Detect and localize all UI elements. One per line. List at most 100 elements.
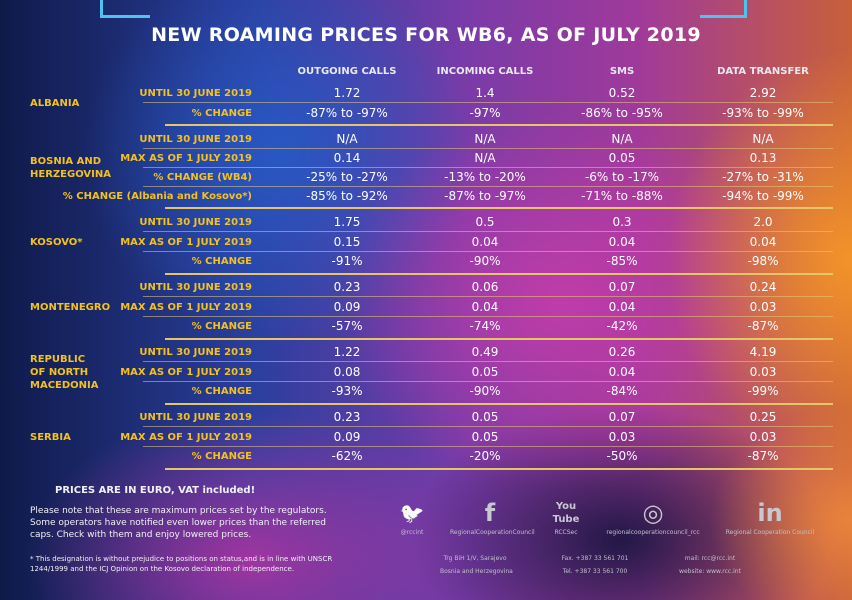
cell-value: -87% [747,449,779,463]
row-divider [143,167,833,168]
row-label: UNTIL 30 JUNE 2019 [139,412,252,423]
column-header: SMS [609,66,635,77]
country-name: MONTENEGRO [30,301,111,313]
mail-link[interactable]: mail: rcc@rcc.int [684,555,736,562]
cell-value: 0.3 [612,215,632,229]
cell-value: 0.23 [333,280,361,294]
table-row: UNTIL 30 JUNE 2019 0.23 0.06 0.07 0.24 [0,278,852,297]
country-name: BOSNIA AND HERZEGOVINA [30,156,111,180]
instagram-icon: ◎ [642,499,664,527]
social-label: RegionalCooperationCouncil [450,529,535,536]
phone-info: Fax. +387 33 561 701 Tel. +387 33 561 700 [560,552,630,578]
group-divider [165,402,833,405]
row-divider [143,445,833,447]
cell-value: 0.24 [749,280,777,294]
cell-value: 0.03 [749,364,777,379]
cell-value: -91% [331,254,363,268]
row-divider [143,361,833,362]
fax: Fax. +387 33 561 701 [561,555,629,562]
row-label: MAX AS OF 1 JULY 2019 [120,236,252,248]
cell-value: 0.04 [608,299,636,314]
cell-value: -87% to -97% [444,189,526,203]
row-divider [143,250,833,252]
table-row: % CHANGE -57% -74% -42% -87% [0,317,852,336]
cell-value: 0.5 [475,215,495,229]
disclaimer: Please note that these are maximum price… [30,506,327,540]
table-row: MAX AS OF 1 JULY 2019 0.15 0.04 0.04 0.04 [0,233,852,252]
cell-value: -90% [469,384,501,398]
cell-value: -99% [747,384,779,398]
table-row: MAX AS OF 1 JULY 2019 0.14 N/A 0.05 0.13 [0,149,852,168]
website-link[interactable]: website: www.rcc.int [679,568,741,575]
row-divider [143,315,833,317]
table-row: % CHANGE -93% -90% -84% -99% [0,382,852,401]
row-label: UNTIL 30 JUNE 2019 [139,217,252,228]
social-linkedin[interactable]: in Regional Cooperation Council [710,497,830,536]
cell-value: N/A [474,151,496,165]
cell-value: N/A [752,132,774,146]
cell-value: 4.19 [749,345,777,359]
cell-value: 0.07 [608,410,636,424]
cell-value: 0.05 [608,151,636,165]
cell-value: -6% to -17% [584,170,660,184]
country-name: SERBIA [30,431,71,443]
row-label: % CHANGE (Albania and Kosovo*) [62,191,252,202]
social-twitter[interactable]: 🐦 @rccint [392,497,432,536]
table-row: UNTIL 30 JUNE 2019 1.75 0.5 0.3 2.0 [0,213,852,232]
cell-value: -93% [331,384,363,398]
cell-value: -25% to -27% [306,170,388,184]
table-row: MAX AS OF 1 JULY 2019 0.09 0.04 0.04 0.03 [0,298,852,317]
row-label: UNTIL 30 JUNE 2019 [139,134,252,145]
tel: Tel. +387 33 561 700 [562,568,628,575]
cell-value: 0.04 [608,364,636,379]
cell-value: 0.13 [749,151,777,165]
cell-value: 0.26 [608,345,636,359]
column-header: OUTGOING CALLS [297,66,397,77]
group-divider [165,272,833,275]
cell-value: -98% [747,254,779,268]
country-name: KOSOVO* [30,236,83,248]
table-row: % CHANGE -91% -90% -85% -98% [0,252,852,271]
cell-value: 0.05 [471,429,499,444]
cell-value: -74% [469,319,501,333]
footnote: * This designation is without prejudice … [30,555,333,573]
address-line: Trg BiH 1/V, Sarajevo [443,555,507,562]
web-info: mail: rcc@rcc.int website: www.rcc.int [670,552,750,578]
cell-value: -85% [606,254,638,268]
row-label: MAX AS OF 1 JULY 2019 [120,301,252,313]
social-label: RCCSec [554,529,578,536]
cell-value: 1.75 [333,215,361,229]
table-row: UNTIL 30 JUNE 2019 1.72 1.4 0.52 2.92 [0,84,852,103]
row-divider [143,186,833,187]
cell-value: 0.05 [471,410,499,424]
social-facebook[interactable]: f RegionalCooperationCouncil [450,497,535,536]
row-divider [143,231,833,232]
social-instagram[interactable]: ◎ regionalcooperationcouncil_rcc [598,497,708,536]
cell-value: -27% to -31% [722,170,804,184]
currency-note: PRICES ARE IN EURO, VAT included! [55,485,256,496]
cell-value: 0.09 [333,429,361,444]
social-youtube[interactable]: You Tube RCCSec [546,497,586,536]
cell-value: 0.04 [749,234,777,249]
cell-value: 0.25 [749,410,777,424]
table-row: MAX AS OF 1 JULY 2019 0.08 0.05 0.04 0.03 [0,363,852,382]
cell-value: 0.06 [471,280,499,294]
page-title: NEW ROAMING PRICES FOR WB6, AS OF JULY 2… [151,24,701,46]
column-header: INCOMING CALLS [436,66,534,77]
cell-value: N/A [474,132,496,146]
row-label: MAX AS OF 1 JULY 2019 [120,366,252,378]
address-line: Bosnia and Herzegovina [440,568,513,575]
youtube-icon: You Tube [552,501,580,525]
cell-value: -87% [747,319,779,333]
cell-value: 0.52 [608,86,636,100]
table-row: % CHANGE (WB4) -25% to -27% -13% to -20% -6… [0,168,852,187]
cell-value: -13% to -20% [444,170,526,184]
cell-value: 2.92 [749,86,777,100]
cell-value: 1.22 [333,345,361,359]
row-label: % CHANGE [191,386,252,397]
cell-value: -71% to -88% [581,189,663,203]
social-label: regionalcooperationcouncil_rcc [606,529,700,536]
row-label: % CHANGE [191,451,252,462]
cell-value: 1.4 [475,86,495,100]
group-divider [165,207,833,209]
